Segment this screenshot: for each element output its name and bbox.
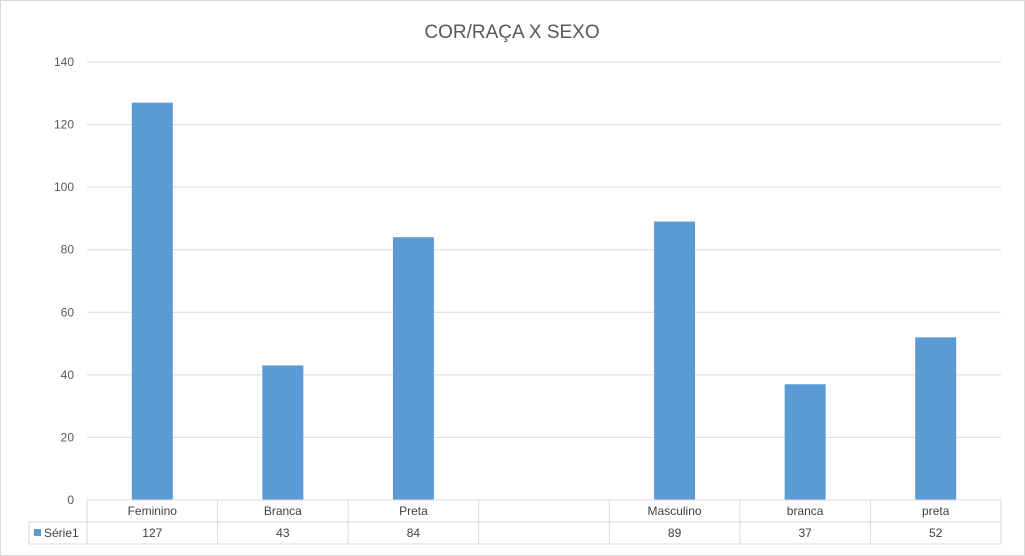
y-tick-label: 120 [54, 118, 74, 132]
bar [392, 237, 434, 500]
data-label: 37 [798, 526, 812, 540]
bar [784, 384, 826, 500]
category-label: preta [922, 504, 950, 518]
data-label: 52 [929, 526, 943, 540]
y-tick-label: 80 [61, 243, 75, 257]
y-tick-label: 100 [54, 180, 74, 194]
data-label: 84 [407, 526, 421, 540]
legend-swatch [34, 529, 41, 536]
category-label: Branca [264, 504, 302, 518]
data-label: 43 [276, 526, 290, 540]
y-tick-label: 0 [67, 493, 74, 507]
category-label: Preta [399, 504, 428, 518]
y-tick-label: 20 [61, 430, 75, 444]
y-tick-label: 40 [61, 368, 75, 382]
bar [131, 102, 173, 501]
y-tick-label: 140 [54, 55, 74, 69]
legend-series-name: Série1 [44, 526, 79, 540]
data-label: 89 [668, 526, 682, 540]
data-table: Feminino Branca Preta Masculino branca preta S… [28, 499, 1002, 545]
y-axis-ticks: 0 20 40 60 80 100 120 140 [54, 55, 74, 507]
category-label: Feminino [128, 504, 178, 518]
gridlines [87, 61, 1001, 501]
chart-title: COR/RAÇA X SEXO [424, 22, 599, 43]
category-label: branca [787, 504, 824, 518]
bar [915, 337, 957, 500]
y-tick-label: 60 [61, 305, 75, 319]
bar [262, 365, 304, 500]
bar [654, 221, 696, 501]
data-label: 127 [142, 526, 162, 540]
category-label: Masculino [648, 504, 702, 518]
bars [131, 102, 957, 501]
